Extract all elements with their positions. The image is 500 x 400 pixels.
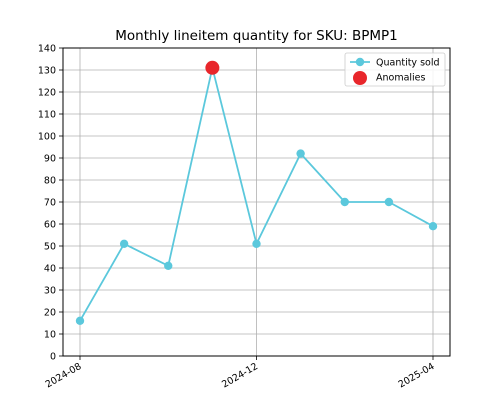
y-tick-label: 60 (44, 220, 56, 231)
data-point (75, 316, 85, 325)
y-tick-label: 0 (50, 352, 56, 363)
data-point (428, 222, 438, 231)
legend-marker (353, 71, 367, 85)
y-tick-label: 110 (38, 110, 56, 121)
anomaly-point (205, 60, 220, 75)
y-tick-label: 80 (44, 176, 56, 187)
y-tick-label: 50 (44, 242, 56, 253)
legend-label: Quantity sold (376, 58, 440, 69)
y-tick-label: 90 (44, 154, 56, 165)
axes: 0 10 20 30 40 50 60 70 80 90 100 110 120 130 140 2024-0… (38, 44, 437, 391)
y-tick-label: 40 (44, 264, 56, 275)
y-tick-label: 130 (38, 66, 56, 77)
y-tick-label: 70 (44, 198, 56, 209)
y-tick-label: 20 (44, 308, 56, 319)
data-point (340, 197, 349, 207)
series-layer (75, 60, 438, 325)
legend-label: Anomalies (376, 73, 426, 84)
chart-title: Monthly lineitem quantity for SKU: BPMP1 (115, 28, 398, 44)
legend-marker (355, 57, 365, 67)
y-tick-label: 140 (38, 44, 56, 55)
y-tick-label: 100 (38, 132, 56, 143)
y-tick-label: 10 (44, 330, 56, 341)
y-tick-label: 30 (44, 286, 56, 297)
data-point (384, 197, 394, 207)
x-tick-label: 2024-08 (44, 361, 84, 390)
data-point (252, 239, 261, 248)
legend: Quantity sold Anomalies (344, 52, 446, 87)
x-tick-label: 2024-12 (220, 361, 260, 390)
data-point (296, 149, 305, 158)
x-tick-label: 2025-04 (397, 361, 437, 390)
data-point (164, 261, 173, 270)
y-tick-label: 120 (38, 88, 56, 99)
data-point (119, 239, 129, 248)
